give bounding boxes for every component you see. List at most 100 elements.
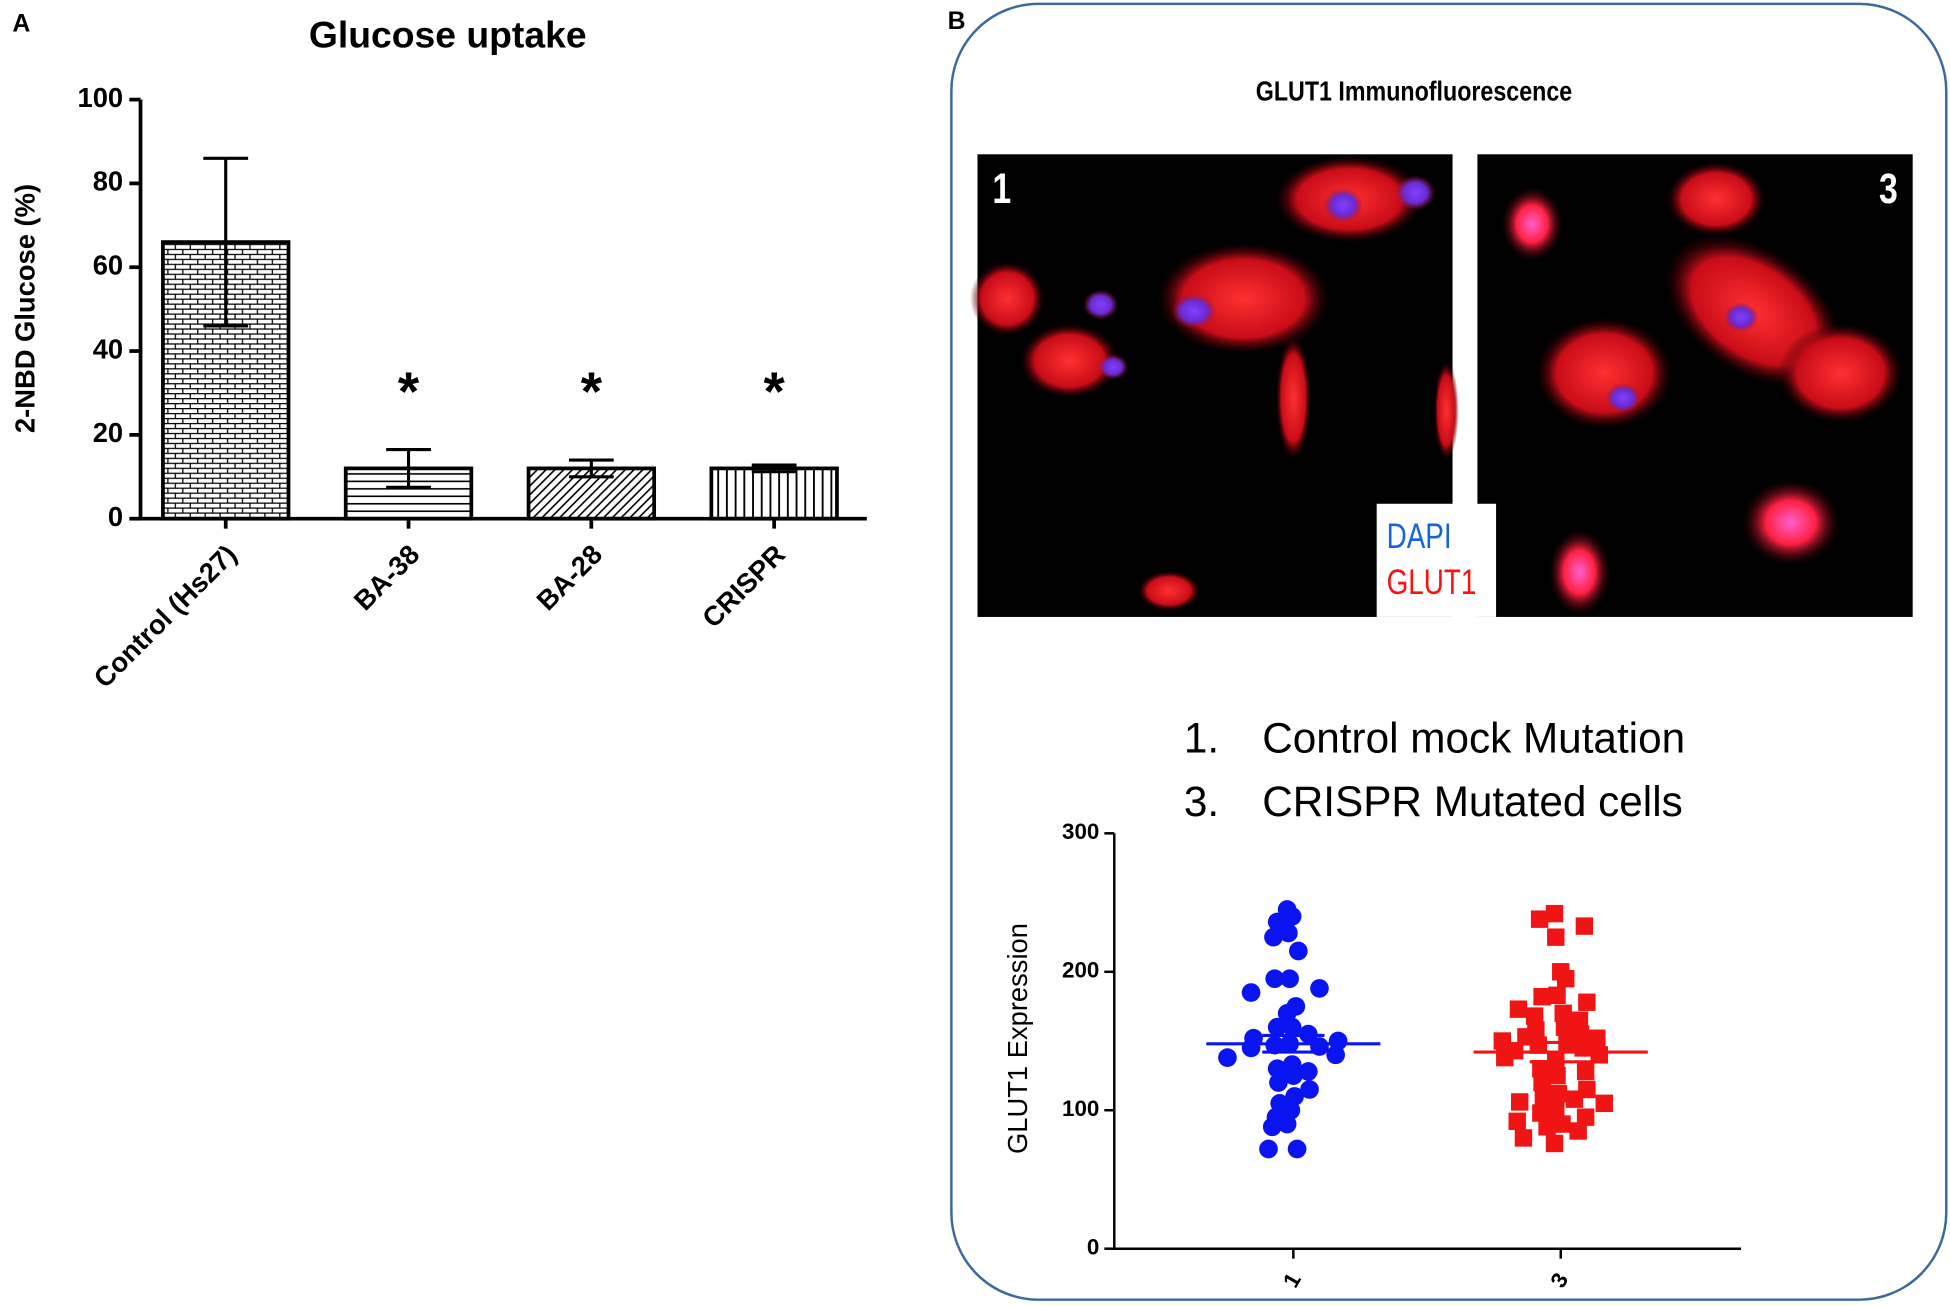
axes [1113, 833, 1742, 1250]
image-title: GLUT1 Immunofluorescence [1256, 77, 1572, 107]
y-tick-label: 40 [93, 333, 123, 364]
y-axis-label: 2-NBD Glucose (%) [10, 184, 41, 433]
key-text: CRISPR Mutated cells [1262, 778, 1682, 825]
bar [526, 466, 657, 521]
data-point [1218, 1048, 1237, 1067]
data-point [1554, 1004, 1572, 1023]
error-bar [1529, 1040, 1592, 1064]
x-tick-label: CRISPR [696, 538, 791, 633]
stain-legend: DAPI [1387, 516, 1452, 556]
data-point [1595, 1094, 1613, 1113]
significance-mark: * [581, 360, 603, 422]
significance-mark: * [764, 360, 786, 422]
data-point [1289, 941, 1308, 961]
data-point [1576, 1062, 1595, 1081]
data-point [1241, 1038, 1261, 1058]
data-point [1534, 1087, 1553, 1106]
x-tick-label: BA-38 [348, 538, 426, 616]
data-point [1575, 917, 1594, 935]
data-point [1588, 1029, 1606, 1047]
data-point [1279, 923, 1298, 943]
data-point [1511, 1093, 1529, 1111]
data-point [1508, 1112, 1526, 1131]
data-point [1565, 1090, 1584, 1108]
panel-label: A [12, 10, 30, 38]
data-point [1548, 1066, 1566, 1085]
y-tick-label: 0 [108, 501, 123, 532]
bar-chart: 0 20 40 60 80 100 Control (Hs27) * BA-38 * BA-28 * C… [77, 82, 867, 694]
data-point [1530, 910, 1549, 928]
y-tick-label: 0 [1087, 1235, 1099, 1260]
data-point [1282, 1017, 1302, 1037]
data-point [1529, 1036, 1548, 1054]
y-tick-label: 100 [1062, 1096, 1099, 1121]
image-label: 1 [992, 165, 1011, 212]
data-point [1280, 969, 1299, 989]
data-point [1533, 987, 1551, 1006]
data-point [1509, 1000, 1528, 1018]
y-tick-label: 200 [1062, 958, 1099, 983]
data-point [1277, 1114, 1297, 1134]
data-point [1269, 1073, 1288, 1092]
data-point [1262, 1117, 1282, 1137]
image-label: 3 [1879, 165, 1898, 212]
y-tick-label: 100 [77, 82, 123, 113]
data-point [1532, 1059, 1550, 1078]
data-point [1578, 993, 1596, 1011]
chart-title: Glucose uptake [309, 13, 587, 55]
micrograph [970, 154, 1913, 617]
data-point [1287, 1139, 1307, 1159]
data-point [1310, 979, 1329, 998]
data-point [1267, 1059, 1287, 1079]
stain-legend: GLUT1 [1387, 562, 1477, 602]
data-point [1549, 1084, 1567, 1103]
data-point [1571, 1025, 1590, 1043]
data-point [1569, 1122, 1587, 1140]
data-point [1282, 907, 1302, 926]
significance-mark: * [398, 360, 420, 422]
data-point [1284, 1066, 1303, 1085]
error-bar [568, 458, 614, 479]
data-point [1576, 1108, 1595, 1126]
data-point [1259, 1139, 1278, 1159]
data-point [1547, 1101, 1565, 1119]
data-point [1538, 1118, 1556, 1136]
data-point [1265, 969, 1285, 989]
x-tick-label: BA-28 [530, 538, 608, 616]
y-tick-label: 60 [93, 249, 123, 280]
data-point [1525, 1007, 1544, 1025]
data-point [1328, 1031, 1348, 1051]
data-point [1555, 1018, 1574, 1036]
data-point [1300, 1080, 1319, 1099]
data-point [1545, 904, 1564, 923]
data-point [1514, 1129, 1533, 1147]
panel-frame [950, 2, 1948, 1301]
y-tick-label: 80 [93, 166, 123, 197]
panel-label: B [948, 7, 966, 35]
data-point [1590, 1046, 1609, 1064]
y-axis-label: GLUT1 Expression [1002, 923, 1033, 1154]
data-point [1532, 1104, 1550, 1122]
data-point [1241, 983, 1261, 1002]
y-tick-label: 300 [1062, 819, 1099, 844]
data-point [1326, 1045, 1345, 1065]
data-point [1548, 986, 1566, 1005]
error-bar [751, 463, 797, 474]
error-bar [203, 156, 249, 328]
error-bar [386, 447, 431, 489]
data-point [1547, 928, 1565, 946]
data-point [1533, 1073, 1551, 1092]
y-tick-label: 20 [93, 417, 123, 448]
data-point [1264, 927, 1283, 947]
x-tick-label: 3 [1545, 1269, 1573, 1292]
bar [709, 466, 839, 521]
key-text: Control mock Mutation [1262, 714, 1685, 761]
data-point [1570, 1011, 1589, 1029]
data-point [1298, 1062, 1318, 1081]
data-point [1267, 1017, 1287, 1037]
data-point [1557, 969, 1575, 988]
x-tick-label: Control (Hs27) [87, 538, 242, 693]
data-point [1545, 1134, 1564, 1153]
key-number: 1. [1184, 714, 1219, 761]
